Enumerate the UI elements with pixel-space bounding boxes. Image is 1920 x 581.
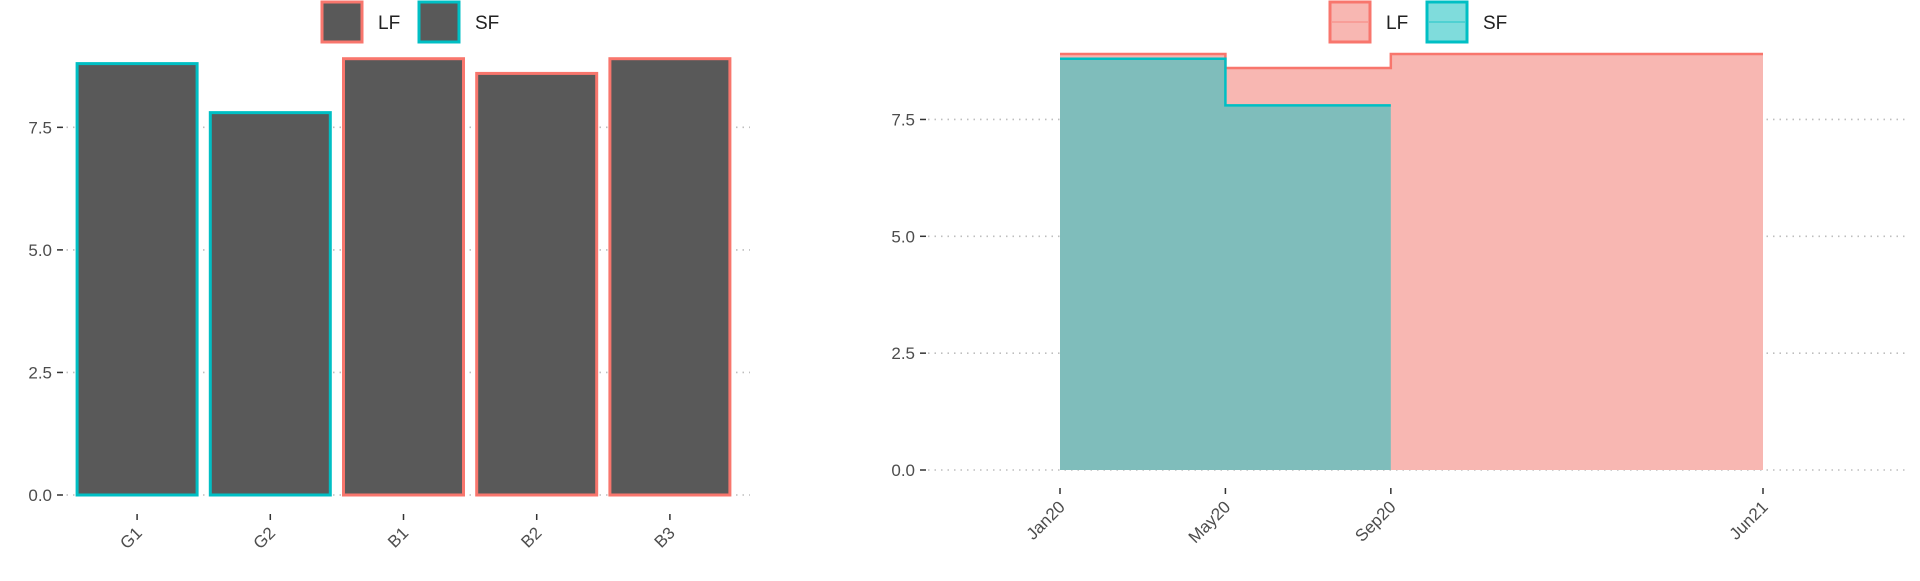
y-tick-label: 7.5 <box>891 110 915 129</box>
bar-b2 <box>475 71 599 497</box>
bar-b3 <box>608 57 732 497</box>
legend-label-sf: SF <box>475 13 499 34</box>
x-tick-label: G1 <box>116 523 145 552</box>
step-area-chart-panel: 0.0 2.5 5.0 7.5 Jan20 May20 Sep20 Jun21 LF SF <box>800 0 1920 576</box>
bar-g2 <box>208 111 332 497</box>
bar-b1 <box>342 57 465 497</box>
legend: LF SF <box>1328 0 1507 44</box>
bar-chart-panel: 0.0 2.5 5.0 7.5 G1 G2 B1 B2 B3 LF SF <box>0 0 760 576</box>
legend-key-lf <box>320 0 364 44</box>
x-tick-label: B2 <box>517 523 545 551</box>
area-sf <box>1060 58 1391 471</box>
legend-label-lf: LF <box>378 13 400 34</box>
x-tick-label: May20 <box>1185 497 1235 547</box>
legend-label-sf: SF <box>1483 13 1507 34</box>
x-tick-label: B3 <box>651 523 679 551</box>
x-tick-label: Jun21 <box>1726 497 1772 543</box>
line-sf <box>1060 57 1391 107</box>
line-lf <box>1060 52 1763 70</box>
x-tick-label: G2 <box>250 523 279 552</box>
y-tick-label: 5.0 <box>891 227 915 246</box>
y-tick-label: 0.0 <box>891 461 915 480</box>
legend-key-sf <box>417 0 461 44</box>
y-tick-label: 5.0 <box>28 241 52 260</box>
y-tick-label: 2.5 <box>28 363 52 382</box>
x-tick-label: Jan20 <box>1023 497 1069 543</box>
y-tick-label: 7.5 <box>28 118 52 137</box>
bar-g1 <box>75 62 199 497</box>
legend-label-lf: LF <box>1386 13 1408 34</box>
step-area-chart: 0.0 2.5 5.0 7.5 Jan20 May20 Sep20 Jun21 LF SF <box>891 0 1908 547</box>
y-tick-label: 0.0 <box>28 486 52 505</box>
bar-chart: 0.0 2.5 5.0 7.5 G1 G2 B1 B2 B3 LF SF <box>28 0 750 553</box>
x-tick-label: B1 <box>384 523 412 551</box>
y-tick-label: 2.5 <box>891 344 915 363</box>
x-tick-label: Sep20 <box>1351 497 1399 545</box>
legend: LF SF <box>320 0 499 44</box>
